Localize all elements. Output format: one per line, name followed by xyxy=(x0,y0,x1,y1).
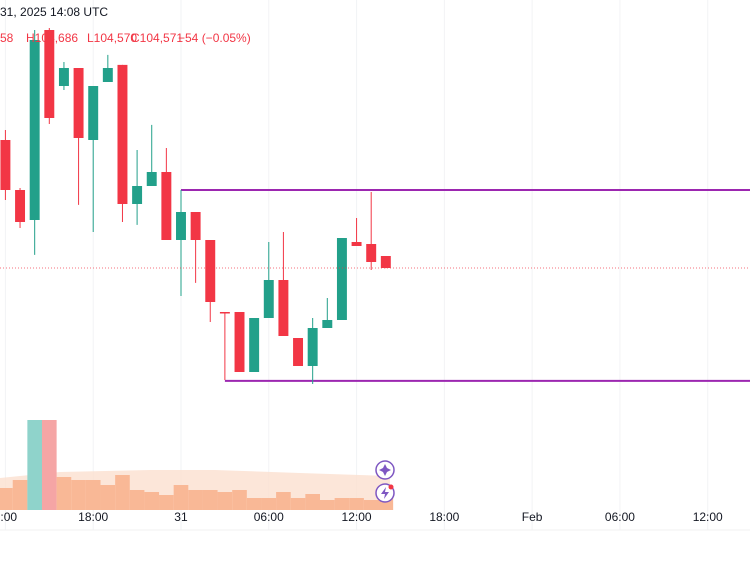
x-tick-label: 18:00 xyxy=(78,510,108,524)
icon-glyph xyxy=(379,464,391,476)
volume-bar xyxy=(363,500,379,510)
candle-body xyxy=(322,320,333,328)
x-tick-label: 06:00 xyxy=(254,510,284,524)
volume-bar xyxy=(100,485,116,510)
candle-body xyxy=(44,30,55,118)
volume-bar xyxy=(232,490,247,510)
candle-body xyxy=(219,312,230,314)
ohlc-value: L104,570 xyxy=(87,31,137,45)
candle-body xyxy=(88,86,99,140)
volume-bar xyxy=(246,498,262,510)
candle-body xyxy=(366,244,377,262)
x-tick-label: 18:00 xyxy=(429,510,459,524)
x-tick-label: 06:00 xyxy=(605,510,635,524)
volume-bar xyxy=(305,494,320,510)
icon-dot xyxy=(388,484,394,490)
candle-body xyxy=(234,312,245,372)
volume-bar xyxy=(129,490,145,510)
ohlc-value: −54 (−0.05%) xyxy=(178,31,251,45)
ohlc-value: 58 xyxy=(0,31,14,45)
ohlc-value: C104,571 xyxy=(131,31,183,45)
volume-bar xyxy=(0,488,13,510)
volume-bar xyxy=(173,485,189,510)
candle-body xyxy=(146,172,157,186)
candle-body xyxy=(263,280,274,318)
volume-bar xyxy=(71,480,86,510)
volume-bar xyxy=(12,480,28,510)
candle-body xyxy=(117,64,128,204)
candle-body xyxy=(58,68,69,86)
candle-body xyxy=(132,186,143,204)
volume-bar xyxy=(188,490,203,510)
price-pane xyxy=(0,28,750,384)
volume-bar xyxy=(144,492,160,510)
volume-bar xyxy=(202,490,218,510)
candle-body xyxy=(249,318,260,372)
candle-body xyxy=(336,238,347,320)
candle-body xyxy=(102,68,113,82)
volume-bar xyxy=(276,492,291,510)
candle-body xyxy=(190,212,201,240)
volume-bar xyxy=(349,498,364,510)
volume-bar xyxy=(85,480,101,510)
candle-body xyxy=(351,242,362,246)
x-tick-label: 2:00 xyxy=(0,510,17,524)
candle-body xyxy=(161,172,172,240)
candle-body xyxy=(29,40,40,220)
x-tick-label: Feb xyxy=(522,510,543,524)
volume-bar xyxy=(217,492,233,510)
candle-body xyxy=(307,328,318,366)
volume-bar xyxy=(56,477,72,510)
volume-bar xyxy=(115,475,130,510)
volume-bar xyxy=(319,500,335,510)
chart-title: 31, 2025 14:08 UTC xyxy=(0,5,108,19)
icon-glyph xyxy=(381,487,389,499)
ohlc-value: H104,686 xyxy=(26,31,78,45)
candle-body xyxy=(293,338,304,366)
grid: 2:00 18:00 31 06:00 12:00 18:00 Feb 06:00 12:00 xyxy=(0,0,723,530)
volume-bar xyxy=(334,498,350,510)
candle-body xyxy=(0,140,11,190)
candle-body xyxy=(176,212,186,240)
candle-body xyxy=(205,240,216,302)
candle-body xyxy=(380,256,391,268)
x-tick-label: 12:00 xyxy=(342,510,372,524)
volume-bar xyxy=(159,495,174,510)
candle-body xyxy=(278,280,289,336)
volume-bar xyxy=(27,420,42,510)
x-tick-label: 31 xyxy=(174,510,188,524)
candle-body xyxy=(73,68,84,138)
volume-bar xyxy=(261,498,277,510)
candle-body xyxy=(15,190,26,222)
volume-pane xyxy=(0,420,394,510)
volume-bar xyxy=(290,498,306,510)
volume-bar xyxy=(41,420,57,510)
x-tick-label: 12:00 xyxy=(693,510,723,524)
